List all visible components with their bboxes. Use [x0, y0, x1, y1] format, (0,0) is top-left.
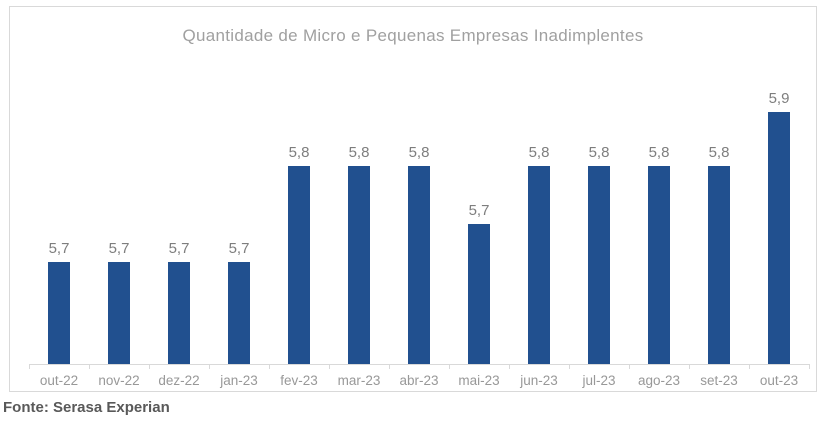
x-axis-tick: [329, 364, 330, 369]
x-axis-tick: [629, 364, 630, 369]
bar-slot: 5,8: [269, 64, 329, 364]
x-axis-tick: [209, 364, 210, 369]
bar-slot: 5,8: [329, 64, 389, 364]
bar-value-label: 5,8: [708, 144, 730, 161]
x-axis-tick: [89, 364, 90, 369]
bar-value-label: 5,7: [228, 240, 250, 257]
x-axis-label: out-23: [759, 373, 799, 388]
x-axis-line: [29, 364, 810, 365]
bar-value-label: 5,7: [48, 240, 70, 257]
x-axis-tick: [149, 364, 150, 369]
bar-value-label: 5,7: [168, 240, 190, 257]
bar-slot: 5,8: [509, 64, 569, 364]
x-axis-label: mar-23: [337, 373, 381, 388]
bar: [468, 224, 490, 364]
x-axis-label: out-22: [39, 373, 79, 388]
bar-value-label: 5,8: [348, 144, 370, 161]
bar-slot: 5,8: [389, 64, 449, 364]
x-axis-tick: [269, 364, 270, 369]
x-axis-tick: [389, 364, 390, 369]
bar: [768, 112, 790, 364]
bar: [588, 166, 610, 364]
x-axis-label: fev-23: [280, 373, 318, 388]
bar-slot: 5,7: [29, 64, 89, 364]
bar-value-label: 5,8: [648, 144, 670, 161]
bar-value-label: 5,8: [588, 144, 610, 161]
bar: [228, 262, 250, 364]
chart-frame: Quantidade de Micro e Pequenas Empresas …: [9, 6, 817, 392]
bar: [648, 166, 670, 364]
bar-slot: 5,8: [629, 64, 689, 364]
x-axis-label: dez-22: [158, 373, 200, 388]
bar-slot: 5,9: [749, 64, 809, 364]
bar-slot: 5,8: [569, 64, 629, 364]
x-axis-label: jul-23: [582, 373, 616, 388]
bar-value-label: 5,8: [408, 144, 430, 161]
x-axis-tick: [449, 364, 450, 369]
bar-slot: 5,8: [689, 64, 749, 364]
bar-value-label: 5,7: [108, 240, 130, 257]
bar-value-label: 5,9: [768, 90, 790, 107]
bar-slot: 5,7: [449, 64, 509, 364]
bar-slot: 5,7: [89, 64, 149, 364]
x-axis-label: mai-23: [458, 373, 500, 388]
x-axis-tick: [509, 364, 510, 369]
x-axis-label: abr-23: [399, 373, 439, 388]
bar-value-label: 5,8: [528, 144, 550, 161]
bar-slot: 5,7: [149, 64, 209, 364]
bar-slot: 5,7: [209, 64, 269, 364]
bar: [168, 262, 190, 364]
bar: [48, 262, 70, 364]
x-axis-label: jun-23: [520, 373, 558, 388]
x-axis-tick: [29, 364, 30, 369]
bar: [708, 166, 730, 364]
bar: [108, 262, 130, 364]
x-axis-tick: [569, 364, 570, 369]
x-axis-label: ago-23: [637, 373, 681, 388]
bar-value-label: 5,8: [288, 144, 310, 161]
bar: [528, 166, 550, 364]
x-axis-label: set-23: [700, 373, 738, 388]
bar: [288, 166, 310, 364]
x-axis-labels: out-22 nov-22 dez-22 jan-23 fev-23 mar-23 abr-…: [29, 373, 809, 388]
source-note: Fonte: Serasa Experian: [3, 399, 170, 416]
x-axis-label: nov-22: [98, 373, 140, 388]
bar-value-label: 5,7: [468, 202, 490, 219]
x-axis-tick: [749, 364, 750, 369]
x-axis-tick: [809, 364, 810, 369]
x-axis-tick: [689, 364, 690, 369]
plot-area: 5,7 5,7 5,7 5,7 5,8 5,8 5,8 5,7 5,8 5,8 5,8 5,8 5,9: [29, 64, 809, 364]
chart-title: Quantidade de Micro e Pequenas Empresas …: [182, 26, 644, 45]
bar: [348, 166, 370, 364]
x-axis-label: jan-23: [220, 373, 258, 388]
bar: [408, 166, 430, 364]
